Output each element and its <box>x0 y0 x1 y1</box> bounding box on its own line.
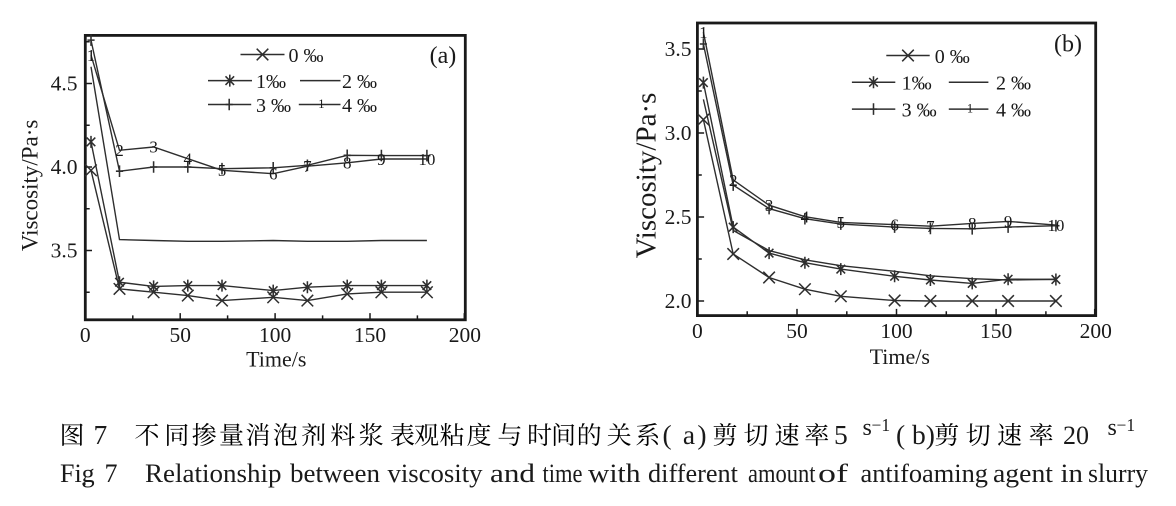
svg-text:in: in <box>1061 459 1084 488</box>
svg-text:slurry: slurry <box>1088 459 1148 488</box>
svg-text:150: 150 <box>980 319 1012 343</box>
svg-text:1: 1 <box>967 102 973 116</box>
svg-text:2.0: 2.0 <box>665 289 692 313</box>
svg-text:7: 7 <box>303 157 312 176</box>
svg-text:Time/s: Time/s <box>870 344 930 369</box>
svg-text:0: 0 <box>692 319 703 343</box>
svg-text:2: 2 <box>115 141 124 160</box>
svg-text:7: 7 <box>94 419 108 450</box>
svg-text:4: 4 <box>184 149 193 168</box>
svg-text:s: s <box>863 415 872 441</box>
svg-text:2 ‰: 2 ‰ <box>996 73 1031 95</box>
svg-text:1: 1 <box>699 23 708 42</box>
svg-text:100: 100 <box>259 323 291 347</box>
svg-text:−1: −1 <box>872 415 891 435</box>
svg-text:Time/s: Time/s <box>246 347 306 372</box>
svg-text:7: 7 <box>105 459 118 488</box>
svg-text:10: 10 <box>418 150 435 169</box>
svg-text:(b): (b) <box>1054 32 1082 58</box>
svg-text:−1: −1 <box>1117 415 1136 435</box>
svg-text:0: 0 <box>80 323 91 347</box>
svg-text:Viscosity/Pa·s: Viscosity/Pa·s <box>18 120 43 252</box>
svg-text:1: 1 <box>318 97 324 111</box>
svg-text:100: 100 <box>880 319 912 343</box>
svg-text:6: 6 <box>269 165 278 184</box>
svg-text:150: 150 <box>354 323 386 347</box>
svg-text:200: 200 <box>449 323 481 347</box>
svg-text:20: 20 <box>1063 421 1089 450</box>
svg-text:4.5: 4.5 <box>51 72 78 96</box>
svg-text:2.5: 2.5 <box>665 205 692 229</box>
svg-text:3.5: 3.5 <box>51 239 78 263</box>
svg-text:and: and <box>490 459 535 488</box>
svg-text:Viscosity/Pa·s: Viscosity/Pa·s <box>631 93 663 259</box>
svg-text:of: of <box>818 459 848 488</box>
svg-text:1: 1 <box>87 46 96 65</box>
svg-text:4 ‰: 4 ‰ <box>996 100 1031 122</box>
svg-text:2 ‰: 2 ‰ <box>342 71 377 93</box>
svg-text:200: 200 <box>1080 319 1112 343</box>
svg-text:5: 5 <box>218 161 227 180</box>
svg-text:0 ‰: 0 ‰ <box>935 46 970 68</box>
svg-text:3.5: 3.5 <box>665 37 692 61</box>
svg-text:s: s <box>1108 415 1117 441</box>
svg-text:Fig: Fig <box>60 459 95 488</box>
svg-text:8: 8 <box>968 214 977 233</box>
svg-text:agent: agent <box>993 459 1054 488</box>
svg-text:5: 5 <box>834 419 848 450</box>
svg-text:3 ‰: 3 ‰ <box>902 100 937 122</box>
svg-text:( a): ( a) <box>663 419 709 450</box>
svg-text:3: 3 <box>765 196 774 215</box>
svg-text:5: 5 <box>837 213 846 232</box>
svg-text:2: 2 <box>729 171 738 190</box>
svg-text:Relationship: Relationship <box>145 459 282 488</box>
svg-text:with: with <box>588 459 641 488</box>
svg-text:time: time <box>543 459 583 488</box>
svg-text:6: 6 <box>890 215 899 234</box>
svg-text:9: 9 <box>377 150 386 169</box>
svg-text:50: 50 <box>786 319 808 343</box>
svg-text:antifoaming: antifoaming <box>861 459 989 488</box>
svg-text:4: 4 <box>801 207 810 226</box>
svg-text:( b): ( b) <box>896 419 935 450</box>
svg-text:3.0: 3.0 <box>665 121 692 145</box>
svg-text:1‰: 1‰ <box>256 71 286 93</box>
svg-text:9: 9 <box>1004 212 1013 231</box>
svg-text:8: 8 <box>343 154 352 173</box>
svg-text:3 ‰: 3 ‰ <box>256 95 291 117</box>
svg-text:amount: amount <box>748 459 816 488</box>
svg-text:4 ‰: 4 ‰ <box>342 95 377 117</box>
svg-text:7: 7 <box>926 217 935 236</box>
svg-text:4.0: 4.0 <box>51 155 78 179</box>
svg-text:3: 3 <box>149 138 158 157</box>
svg-text:between: between <box>290 459 380 488</box>
svg-text:(a): (a) <box>430 43 457 69</box>
svg-text:1‰: 1‰ <box>902 73 932 95</box>
svg-text:50: 50 <box>169 323 191 347</box>
svg-text:10: 10 <box>1047 216 1064 235</box>
svg-text:0 ‰: 0 ‰ <box>289 45 324 67</box>
svg-text:different: different <box>648 459 739 488</box>
svg-text:viscosity: viscosity <box>388 459 483 488</box>
